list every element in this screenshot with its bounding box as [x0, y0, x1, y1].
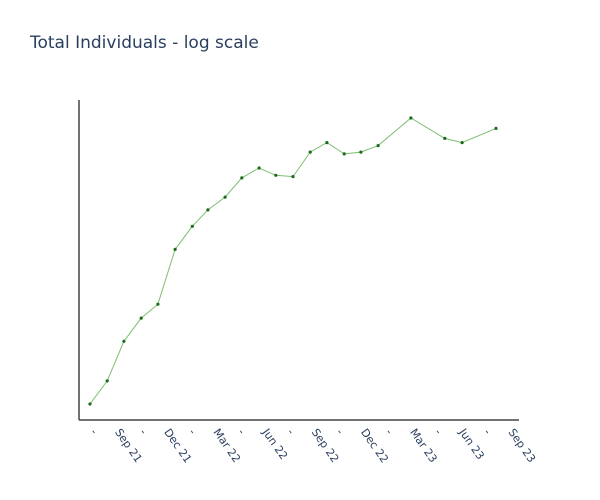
data-point-11: [274, 173, 278, 177]
data-point-0: [88, 402, 92, 406]
data-point-7: [206, 208, 210, 212]
data-point-17: [376, 144, 380, 148]
x-tick-label-6: -: [235, 426, 248, 437]
data-point-14: [325, 141, 329, 145]
data-point-16: [359, 150, 363, 154]
data-point-1: [105, 379, 109, 383]
data-point-2: [122, 339, 126, 343]
data-point-6: [190, 224, 194, 228]
data-point-18: [409, 116, 413, 120]
x-tick-label-8: -: [284, 426, 297, 437]
data-point-3: [139, 316, 143, 320]
data-point-19: [443, 136, 447, 140]
x-tick-label-10: -: [333, 426, 346, 437]
x-tick-label-0: -: [88, 426, 101, 437]
x-tick-label-7: Jun 22: [259, 425, 290, 462]
data-point-12: [291, 175, 295, 179]
data-point-20: [460, 141, 464, 145]
data-point-9: [240, 176, 244, 180]
chart-title: Total Individuals - log scale: [30, 33, 259, 53]
x-tick-label-2: -: [137, 426, 150, 437]
x-tick-label-16: -: [481, 426, 494, 437]
x-tick-label-12: -: [383, 426, 396, 437]
series-line: [89, 117, 497, 405]
data-point-5: [173, 247, 177, 251]
data-point-4: [156, 302, 160, 306]
data-point-13: [308, 150, 312, 154]
x-tick-label-17: Sep 23: [506, 426, 539, 465]
data-point-15: [342, 152, 346, 156]
data-point-8: [223, 195, 227, 199]
x-tick-label-4: -: [186, 426, 199, 437]
data-point-10: [257, 166, 261, 170]
x-tick-label-15: Jun 23: [456, 425, 487, 462]
data-point-21: [494, 126, 498, 130]
x-tick-label-14: -: [432, 426, 445, 437]
